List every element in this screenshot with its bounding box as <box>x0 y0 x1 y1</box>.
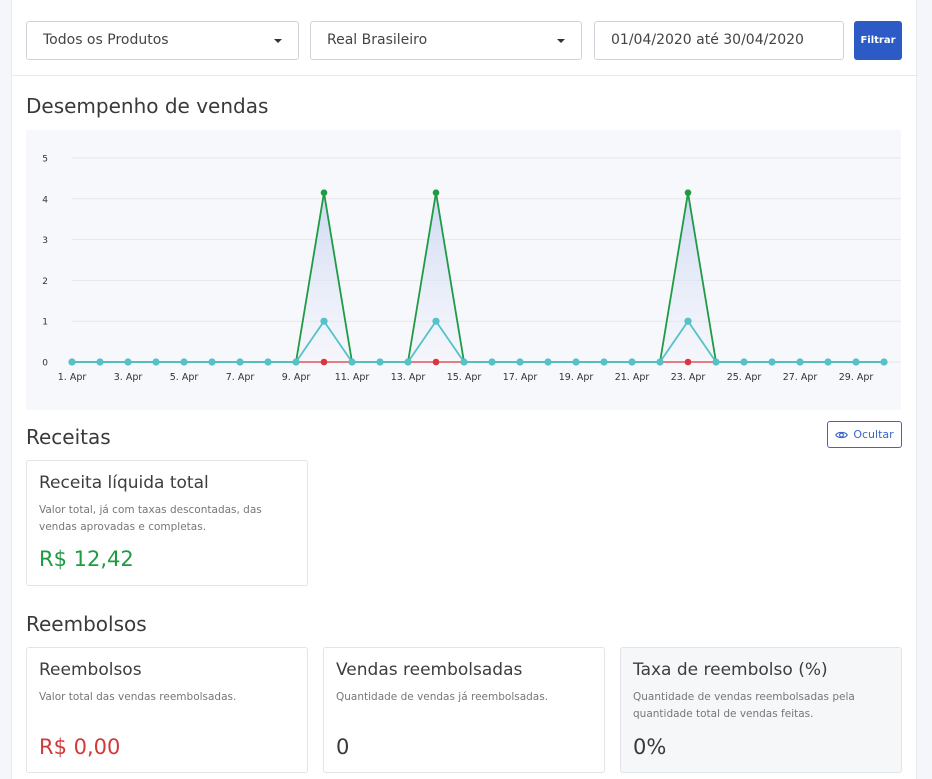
data-point <box>544 358 552 366</box>
data-point <box>572 358 580 366</box>
refund-rate-card: Taxa de reembolso (%) Quantidade de vend… <box>620 647 902 773</box>
x-tick-label: 15. Apr <box>447 372 482 383</box>
data-point <box>264 358 272 366</box>
refund-rate-title: Taxa de reembolso (%) <box>633 660 828 680</box>
refunded-sales-description: Quantidade de vendas já reembolsadas. <box>336 691 549 703</box>
data-point <box>628 358 636 366</box>
net-revenue-title: Receita líquida total <box>39 473 209 493</box>
data-point <box>516 358 524 366</box>
data-point <box>152 358 160 366</box>
eye-icon <box>835 431 849 438</box>
data-point <box>880 358 888 366</box>
x-tick-label: 19. Apr <box>559 372 594 383</box>
refunds-amount-title: Reembolsos <box>39 660 142 680</box>
dashboard-panel: Todos os Produtos Real Brasileiro 01/04/… <box>11 0 918 779</box>
x-tick-label: 11. Apr <box>335 372 370 383</box>
data-point <box>796 358 804 366</box>
data-point <box>432 358 440 366</box>
currency-select[interactable]: Real Brasileiro <box>310 21 582 60</box>
net-revenue-description: Valor total, já com taxas descontadas, d… <box>39 504 262 533</box>
y-tick-label: 0 <box>42 359 48 369</box>
refunds-amount-card: Reembolsos Valor total das vendas reembo… <box>26 647 308 773</box>
data-point <box>96 358 104 366</box>
x-tick-label: 1. Apr <box>58 372 87 383</box>
chevron-down-icon <box>557 39 565 43</box>
net-revenue-value: R$ 12,42 <box>39 547 134 571</box>
data-point <box>376 358 384 366</box>
sales-chart: 0 1 2 3 4 5 1. Apr 3. Apr 5. Apr 7. Apr 9. Apr 11. … <box>26 130 906 410</box>
product-select-value: Todos os Produtos <box>43 32 169 48</box>
data-point <box>292 358 300 366</box>
data-point <box>684 317 692 325</box>
sales-section-title: Desempenho de vendas <box>26 94 269 118</box>
data-point <box>600 358 608 366</box>
y-tick-label: 1 <box>42 318 48 328</box>
y-tick-label: 3 <box>42 236 48 246</box>
refunds-amount-value: R$ 0,00 <box>39 735 121 759</box>
data-point <box>432 317 440 325</box>
data-point <box>852 358 860 366</box>
chevron-down-icon <box>274 39 282 43</box>
product-select[interactable]: Todos os Produtos <box>26 21 299 60</box>
refund-rate-value: 0% <box>633 735 667 759</box>
filter-bar: Todos os Produtos Real Brasileiro 01/04/… <box>12 0 918 76</box>
x-tick-label: 13. Apr <box>391 372 426 383</box>
series-line <box>72 192 884 363</box>
data-point <box>684 358 692 366</box>
x-tick-label: 9. Apr <box>282 372 311 383</box>
date-range-value: 01/04/2020 até 30/04/2020 <box>611 32 804 48</box>
refunded-sales-value: 0 <box>336 735 350 759</box>
x-tick-label: 17. Apr <box>503 372 538 383</box>
refunded-sales-title: Vendas reembolsadas <box>336 660 523 680</box>
refunds-section-title: Reembolsos <box>26 612 147 636</box>
hide-button[interactable]: Ocultar <box>827 421 902 448</box>
y-tick-label: 5 <box>42 155 48 165</box>
x-tick-label: 29. Apr <box>839 372 874 383</box>
data-point <box>656 358 664 366</box>
y-tick-label: 4 <box>42 195 48 205</box>
x-tick-label: 5. Apr <box>170 372 199 383</box>
x-tick-label: 27. Apr <box>783 372 818 383</box>
series-line <box>72 319 884 363</box>
hide-button-label: Ocultar <box>853 428 894 441</box>
data-point <box>180 358 188 366</box>
revenue-section-title: Receitas <box>26 425 111 449</box>
data-point <box>404 358 412 366</box>
data-point <box>684 189 692 196</box>
data-point <box>432 189 440 196</box>
data-point <box>320 358 328 366</box>
x-tick-label: 23. Apr <box>671 372 706 383</box>
refunded-sales-card: Vendas reembolsadas Quantidade de vendas… <box>323 647 605 773</box>
data-point <box>236 358 244 366</box>
x-tick-label: 3. Apr <box>114 372 143 383</box>
y-tick-label: 2 <box>42 277 48 287</box>
data-point <box>320 317 328 325</box>
filter-button[interactable]: Filtrar <box>854 21 902 60</box>
refunds-amount-description: Valor total das vendas reembolsadas. <box>39 691 237 703</box>
sales-chart-svg: 0 1 2 3 4 5 1. Apr 3. Apr 5. Apr 7. Apr 9. Apr 11. … <box>42 155 906 383</box>
data-point <box>488 358 496 366</box>
net-revenue-card: Receita líquida total Valor total, já co… <box>26 460 308 586</box>
refund-rate-description: Quantidade de vendas reembolsadas pela q… <box>633 691 855 720</box>
x-tick-label: 25. Apr <box>727 372 762 383</box>
series-area <box>72 192 884 362</box>
currency-select-value: Real Brasileiro <box>327 32 428 48</box>
x-tick-label: 7. Apr <box>226 372 255 383</box>
data-point <box>768 358 776 366</box>
data-point <box>712 358 720 366</box>
data-point <box>460 358 468 366</box>
x-tick-label: 21. Apr <box>615 372 650 383</box>
data-point <box>68 358 76 366</box>
data-point <box>740 358 748 366</box>
data-point <box>124 358 132 366</box>
date-range-input[interactable]: 01/04/2020 até 30/04/2020 <box>594 21 844 60</box>
data-point <box>208 358 216 366</box>
data-point <box>320 189 328 196</box>
data-point <box>348 358 356 366</box>
data-point <box>824 358 832 366</box>
